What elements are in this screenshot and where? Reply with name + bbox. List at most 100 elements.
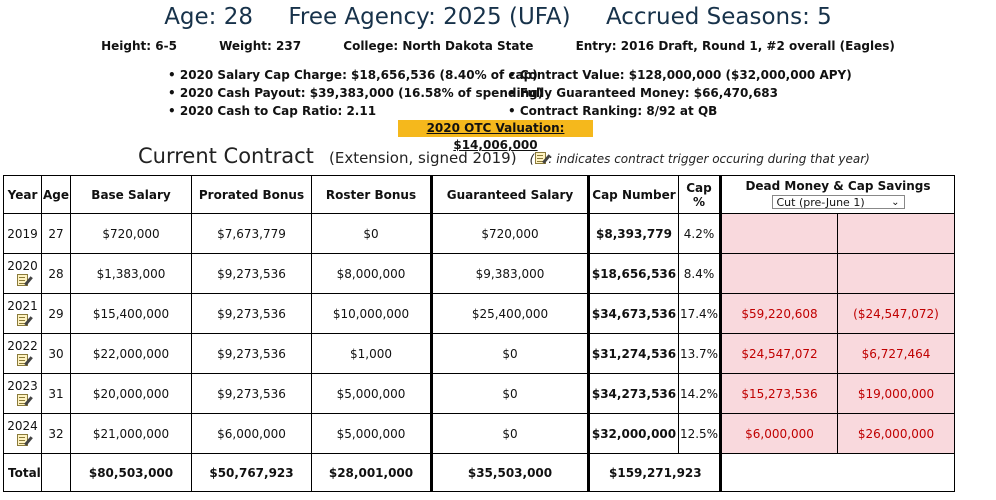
height-label: Height: 6-5 bbox=[101, 39, 177, 53]
table-row: 2019 27 $720,000 $7,673,779 $0 $720,000 $8,393… bbox=[3, 213, 955, 254]
stat-cap-charge: 2020 Salary Cap Charge: $18,656,536 (8.4… bbox=[168, 66, 543, 84]
prorated-bonus-cell: $7,673,779 bbox=[191, 213, 312, 254]
stats-right-list: Contract Value: $128,000,000 ($32,000,00… bbox=[508, 66, 852, 120]
cap-number-cell: $8,393,779 bbox=[588, 213, 679, 254]
college-label: College: North Dakota State bbox=[343, 39, 534, 53]
guaranteed-salary-cell: $0 bbox=[430, 413, 590, 454]
table-row: 2020 28 $1,383,000 $9,273,536 $8,000,000 $9,3… bbox=[3, 253, 955, 294]
memo-pencil-icon[interactable] bbox=[16, 313, 33, 327]
prorated-bonus-cell: $9,273,536 bbox=[191, 373, 312, 414]
roster-bonus-cell: $1,000 bbox=[311, 333, 432, 374]
year-cell: 2020 bbox=[3, 253, 42, 294]
age-cell: 32 bbox=[41, 413, 71, 454]
dead-money-cell: $15,273,536 bbox=[720, 373, 838, 414]
roster-bonus-cell: $0 bbox=[311, 213, 432, 254]
chevron-down-icon: ⌄ bbox=[891, 197, 900, 208]
total-row: Total $80,503,000 $50,767,923 $28,001,00… bbox=[3, 453, 955, 492]
contract-title-bar: Current Contract (Extension, signed 2019… bbox=[138, 144, 870, 168]
prorated-bonus-cell: $9,273,536 bbox=[191, 253, 312, 294]
contract-title: Current Contract bbox=[138, 144, 314, 168]
total-prorated: $50,767,923 bbox=[191, 453, 312, 492]
contract-subtitle: (Extension, signed 2019) bbox=[328, 149, 517, 167]
year-value: 2021 bbox=[7, 299, 38, 313]
age-cell: 28 bbox=[41, 253, 71, 294]
year-value: 2022 bbox=[7, 339, 38, 353]
weight-label: Weight: 237 bbox=[219, 39, 302, 53]
memo-pencil-icon[interactable] bbox=[16, 273, 33, 287]
base-salary-cell: $21,000,000 bbox=[70, 413, 192, 454]
year-cell: 2022 bbox=[3, 333, 42, 374]
total-guaranteed: $35,503,000 bbox=[430, 453, 590, 492]
cap-number-cell: $31,274,536 bbox=[588, 333, 679, 374]
dead-money-scenario-select[interactable]: Cut (pre-June 1) ⌄ bbox=[771, 195, 905, 209]
total-age-empty bbox=[41, 453, 71, 492]
otc-valuation-link[interactable]: 2020 OTC Valuation: $14,006,000 bbox=[398, 120, 593, 152]
memo-pencil-icon[interactable] bbox=[16, 353, 33, 367]
dead-money-label: Dead Money & Cap Savings bbox=[745, 179, 931, 193]
col-cap-number: Cap Number bbox=[588, 175, 679, 214]
memo-pencil-icon[interactable] bbox=[16, 393, 33, 407]
base-salary-cell: $15,400,000 bbox=[70, 293, 192, 334]
cap-savings-cell: $19,000,000 bbox=[837, 373, 955, 414]
base-salary-cell: $20,000,000 bbox=[70, 373, 192, 414]
contract-table: Year Age Base Salary Prorated Bonus Rost… bbox=[3, 175, 955, 492]
year-cell: 2024 bbox=[3, 413, 42, 454]
guaranteed-salary-cell: $9,383,000 bbox=[430, 253, 590, 294]
col-cap-pct: Cap % bbox=[678, 175, 722, 214]
guaranteed-salary-cell: $0 bbox=[430, 333, 590, 374]
cap-pct-cell: 8.4% bbox=[678, 253, 722, 294]
age-cell: 31 bbox=[41, 373, 71, 414]
total-roster: $28,001,000 bbox=[311, 453, 432, 492]
accrued-seasons-label: Accrued Seasons: 5 bbox=[605, 4, 832, 30]
prorated-bonus-cell: $6,000,000 bbox=[191, 413, 312, 454]
guaranteed-salary-cell: $25,400,000 bbox=[430, 293, 590, 334]
cap-pct-cell: 14.2% bbox=[678, 373, 722, 414]
guaranteed-salary-cell: $0 bbox=[430, 373, 590, 414]
col-roster-bonus: Roster Bonus bbox=[311, 175, 432, 214]
cap-savings-cell bbox=[837, 253, 955, 294]
cap-number-cell: $32,000,000 bbox=[588, 413, 679, 454]
table-row: 2021 29 $15,400,000 $9,273,536 $10,000,000 $2… bbox=[3, 293, 955, 334]
base-salary-cell: $22,000,000 bbox=[70, 333, 192, 374]
free-agency-label: Free Agency: 2025 (UFA) bbox=[288, 4, 571, 30]
age-label: Age: 28 bbox=[164, 4, 253, 30]
cap-savings-cell bbox=[837, 213, 955, 254]
prorated-bonus-cell: $9,273,536 bbox=[191, 333, 312, 374]
cap-pct-cell: 13.7% bbox=[678, 333, 722, 374]
cap-savings-cell: $26,000,000 bbox=[837, 413, 955, 454]
age-cell: 27 bbox=[41, 213, 71, 254]
year-cell: 2019 bbox=[3, 213, 42, 254]
roster-bonus-cell: $8,000,000 bbox=[311, 253, 432, 294]
roster-bonus-cell: $5,000,000 bbox=[311, 413, 432, 454]
col-year: Year bbox=[3, 175, 42, 214]
entry-label: Entry: 2016 Draft, Round 1, #2 overall (… bbox=[575, 39, 895, 53]
table-row: 2024 32 $21,000,000 $6,000,000 $5,000,000 $0 $… bbox=[3, 413, 955, 454]
cap-savings-cell: $6,727,464 bbox=[837, 333, 955, 374]
cap-pct-cell: 4.2% bbox=[678, 213, 722, 254]
stat-contract-ranking: Contract Ranking: 8/92 at QB bbox=[508, 102, 852, 120]
total-cap: $159,271,923 bbox=[588, 453, 722, 492]
total-base: $80,503,000 bbox=[70, 453, 192, 492]
col-guaranteed-salary: Guaranteed Salary bbox=[430, 175, 590, 214]
year-value: 2024 bbox=[7, 419, 38, 433]
cap-number-cell: $18,656,536 bbox=[588, 253, 679, 294]
dead-money-cell: $6,000,000 bbox=[720, 413, 838, 454]
trigger-legend: (: indicates contract trigger occuring d… bbox=[529, 152, 870, 166]
roster-bonus-cell: $10,000,000 bbox=[311, 293, 432, 334]
guaranteed-salary-cell: $720,000 bbox=[430, 213, 590, 254]
cap-pct-cell: 12.5% bbox=[678, 413, 722, 454]
table-row: 2022 30 $22,000,000 $9,273,536 $1,000 $0 $31,2… bbox=[3, 333, 955, 374]
roster-bonus-cell: $5,000,000 bbox=[311, 373, 432, 414]
stat-contract-value: Contract Value: $128,000,000 ($32,000,00… bbox=[508, 66, 852, 84]
memo-pencil-icon[interactable] bbox=[16, 433, 33, 447]
prorated-bonus-cell: $9,273,536 bbox=[191, 293, 312, 334]
year-value: 2020 bbox=[7, 259, 38, 273]
dead-money-cell: $59,220,608 bbox=[720, 293, 838, 334]
year-cell: 2023 bbox=[3, 373, 42, 414]
player-summary-header: Age: 28 Free Agency: 2025 (UFA) Accrued … bbox=[0, 4, 996, 30]
table-header-row: Year Age Base Salary Prorated Bonus Rost… bbox=[3, 175, 955, 214]
year-value: 2023 bbox=[7, 379, 38, 393]
stat-cash-cap-ratio: 2020 Cash to Cap Ratio: 2.11 bbox=[168, 102, 543, 120]
base-salary-cell: $720,000 bbox=[70, 213, 192, 254]
cap-number-cell: $34,673,536 bbox=[588, 293, 679, 334]
